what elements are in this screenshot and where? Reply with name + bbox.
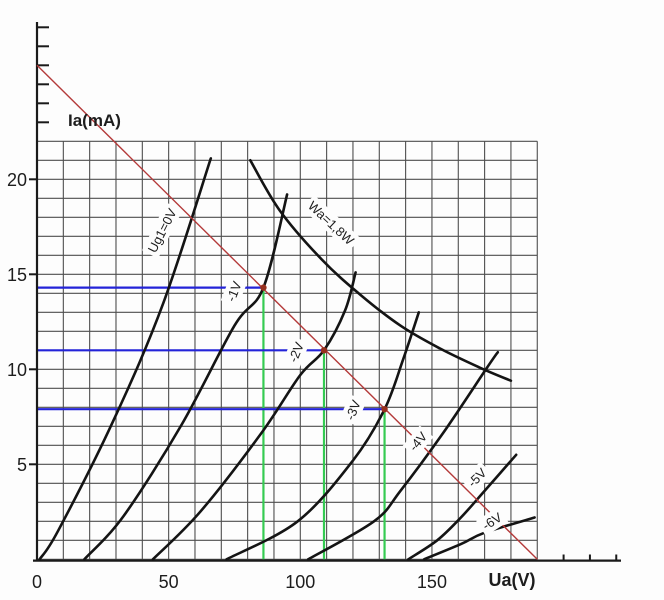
x-tick-label: 0 xyxy=(32,572,42,592)
label-ug1-m6v-bg xyxy=(476,506,509,537)
label-ug1-m2v-text: -2V xyxy=(285,340,307,365)
label-ug1-m6v: -6V xyxy=(476,506,509,537)
operating-point--3V xyxy=(381,406,388,413)
label-wa-1-8w-bg xyxy=(301,194,361,252)
y-axis-title: Ia(mA) xyxy=(68,111,121,130)
y-tick-label: 15 xyxy=(7,265,27,285)
curve-ug1-m5v xyxy=(407,453,518,561)
label-ug1-m2v-bg xyxy=(282,336,310,368)
curve-wa-1-8w xyxy=(249,159,513,382)
label-ug1-m4v-bg xyxy=(402,425,434,458)
label-ug1-m3v-bg xyxy=(339,394,367,426)
construction-guides xyxy=(37,286,386,560)
label-ug1-0v-bg xyxy=(142,202,183,259)
x-tick-label: 150 xyxy=(417,572,447,592)
label-ug1-m3v-text: -3V xyxy=(342,398,364,423)
y-tick-label: 10 xyxy=(7,360,27,380)
axes xyxy=(29,22,621,562)
x-tick-label: 100 xyxy=(285,572,315,592)
operating-point--1V xyxy=(260,284,267,291)
label-ug1-m1v-bg xyxy=(220,275,248,307)
label-ug1-m2v: -2V xyxy=(282,336,310,368)
curve-ug1-m2v xyxy=(151,271,357,561)
curve-ug1-m6v xyxy=(422,516,536,561)
label-ug1-m1v: -1V xyxy=(220,275,248,307)
curves xyxy=(38,157,536,561)
operating-points xyxy=(260,284,388,413)
label-ug1-m5v-bg xyxy=(461,461,493,494)
curve-ug1-0v xyxy=(38,157,213,561)
x-axis-title: Ua(V) xyxy=(488,570,535,590)
load-line-layer xyxy=(36,64,538,560)
curve-ug1-m1v xyxy=(83,193,289,561)
operating-point--2V xyxy=(320,347,328,354)
tick-labels: 5 10 15 20 0 50 100 150 xyxy=(7,170,447,592)
label-ug1-m1v-text: -1V xyxy=(223,279,245,304)
label-ug1-m3v: -3V xyxy=(339,394,367,426)
y-tick-label: 5 xyxy=(17,455,27,475)
load-line xyxy=(36,64,538,560)
x-tick-label: 50 xyxy=(159,572,179,592)
y-tick-label: 20 xyxy=(7,170,27,190)
curve-ug1-m3v xyxy=(225,311,421,561)
curve-ug1-m4v xyxy=(306,350,500,561)
